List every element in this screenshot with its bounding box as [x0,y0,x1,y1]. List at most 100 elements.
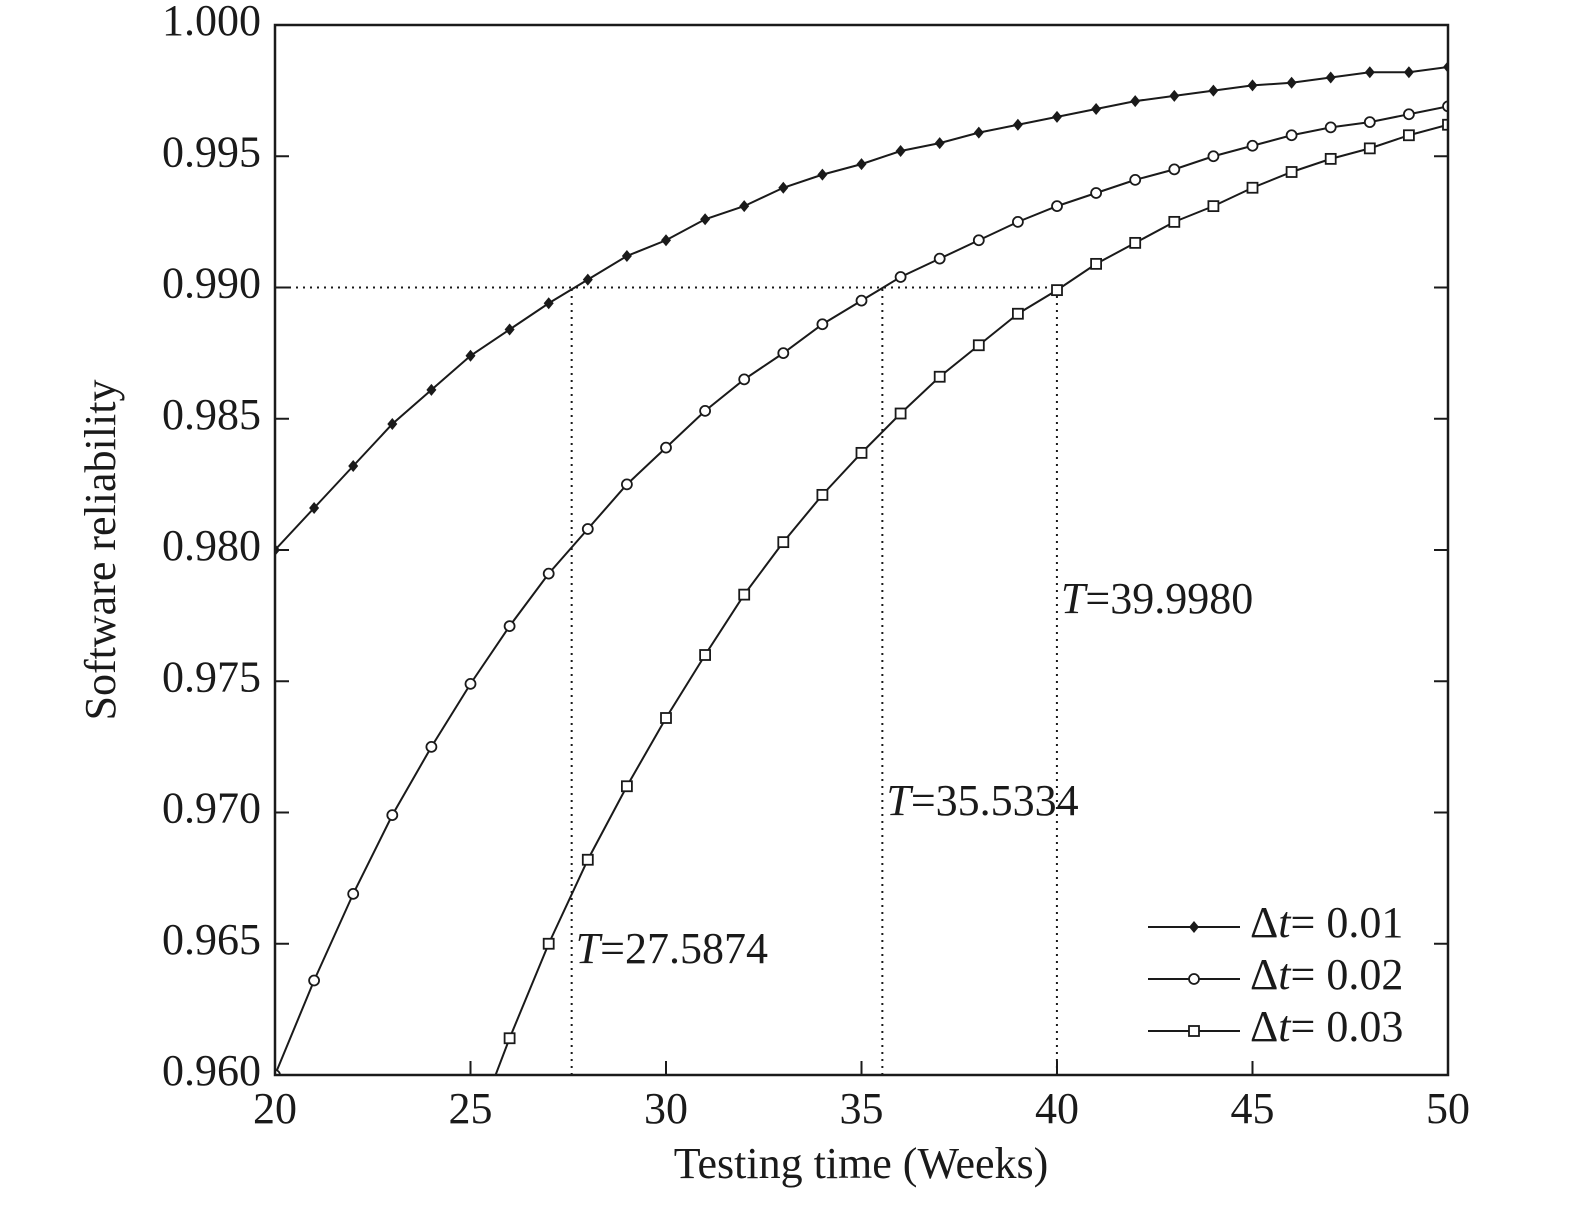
marker [1364,66,1375,79]
marker [1012,307,1024,320]
y-tick-label: 0.995 [162,127,261,176]
marker [1129,236,1142,249]
y-tick-label: 0.990 [162,259,261,308]
marker [504,323,515,336]
y-tick-label: 0.975 [162,652,261,701]
series-line [275,66,1448,551]
marker [1363,142,1376,155]
marker [582,273,593,286]
annotation-label: T=27.5874 [576,924,768,973]
marker [465,349,476,362]
annotation-label: T=35.5334 [886,776,1078,825]
marker [1247,79,1258,92]
marker [542,937,555,950]
legend-marker [1188,1025,1200,1037]
y-tick-label: 0.960 [162,1046,261,1095]
y-axis-label: Software reliability [76,380,125,721]
marker [855,446,868,459]
marker [1012,215,1024,228]
marker [738,373,751,386]
marker [894,407,907,420]
x-tick-label: 40 [1035,1084,1079,1133]
plot-area [275,61,1448,1146]
marker [503,620,516,633]
marker [1403,129,1415,142]
marker [777,536,790,549]
marker [309,502,320,514]
legend-label: Δt= 0.03 [1250,1002,1403,1051]
y-tick-label: 0.985 [162,390,261,439]
x-tick-label: 45 [1231,1084,1275,1133]
y-tick-label: 1.000 [162,0,261,45]
marker [1051,200,1063,213]
legend-label: Δt= 0.01 [1250,898,1403,947]
marker [777,347,790,360]
marker [1090,187,1102,199]
marker [1286,76,1297,89]
marker [1442,118,1448,131]
marker [581,523,594,535]
series-line [494,123,1448,1075]
marker [817,168,828,181]
y-tick-label: 0.965 [162,915,261,964]
marker [425,740,438,753]
legend-label: Δt= 0.02 [1250,950,1403,999]
marker [1051,284,1063,297]
marker [1324,121,1337,134]
marker [972,234,985,247]
marker [895,145,906,157]
marker [1246,139,1259,152]
marker [933,252,946,265]
marker [894,271,907,283]
x-tick-label: 50 [1426,1084,1470,1133]
marker [543,297,554,310]
marker [739,200,750,213]
marker [1207,150,1220,163]
marker [699,404,711,417]
marker [466,1136,476,1146]
marker [778,181,789,194]
marker [1207,200,1220,213]
marker [660,441,672,454]
marker [1285,129,1298,142]
marker [464,677,477,690]
marker [1324,152,1337,165]
marker [387,418,398,430]
marker [855,294,868,307]
marker [856,158,867,171]
marker [1168,215,1181,228]
legend-marker [1189,921,1199,933]
marker [308,974,321,987]
marker [621,780,633,793]
marker [1130,95,1141,108]
marker [1403,108,1415,121]
marker [1129,173,1142,186]
marker [1091,103,1102,115]
y-tick-label: 0.980 [162,521,261,570]
marker [1012,118,1023,131]
marker [933,370,946,383]
legend-marker [1188,973,1200,985]
marker [348,460,359,472]
marker [1052,110,1062,123]
marker [542,567,555,580]
marker [660,712,672,724]
marker [934,137,945,150]
x-tick-label: 30 [644,1084,688,1133]
x-axis-label: Testing time (Weeks) [674,1139,1049,1188]
marker [1090,257,1102,270]
marker [347,887,360,900]
marker [816,318,829,331]
x-tick-label: 20 [253,1084,297,1133]
x-tick-label: 25 [449,1084,493,1133]
marker [621,478,633,491]
marker [1246,181,1259,194]
marker [1403,66,1414,79]
marker [1363,116,1376,129]
marker [1208,84,1219,97]
marker [972,339,985,352]
marker [581,853,594,866]
marker [1325,71,1336,84]
marker [426,383,437,396]
